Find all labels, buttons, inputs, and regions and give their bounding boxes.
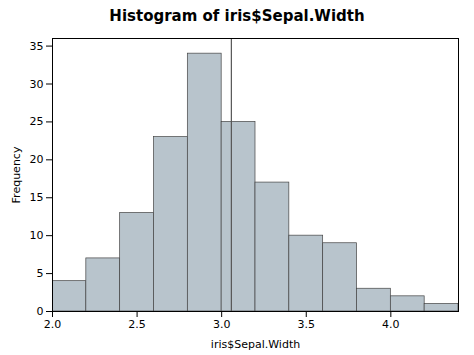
svg-text:3.0: 3.0 bbox=[213, 318, 231, 331]
svg-text:iris$Sepal.Width: iris$Sepal.Width bbox=[211, 338, 300, 351]
svg-text:35: 35 bbox=[30, 40, 44, 53]
svg-text:2.0: 2.0 bbox=[44, 318, 62, 331]
svg-text:10: 10 bbox=[30, 229, 44, 242]
svg-text:2.5: 2.5 bbox=[128, 318, 146, 331]
svg-text:Frequency: Frequency bbox=[10, 146, 23, 203]
svg-text:0: 0 bbox=[37, 305, 44, 318]
svg-text:30: 30 bbox=[30, 78, 44, 91]
svg-text:25: 25 bbox=[30, 115, 44, 128]
svg-text:5: 5 bbox=[37, 267, 44, 280]
svg-text:20: 20 bbox=[30, 153, 44, 166]
html-text:Histogram of iris$Sepal.Width: Histogram of iris$Sepal.Width bbox=[109, 7, 365, 25]
svg-text:15: 15 bbox=[30, 191, 44, 204]
svg-text:3.5: 3.5 bbox=[298, 318, 316, 331]
svg-text:4.0: 4.0 bbox=[382, 318, 400, 331]
